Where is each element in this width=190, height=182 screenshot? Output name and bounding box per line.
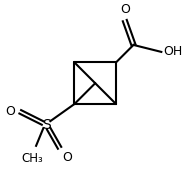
- Text: O: O: [62, 151, 72, 164]
- Text: OH: OH: [163, 45, 182, 58]
- Text: O: O: [120, 3, 130, 16]
- Text: CH₃: CH₃: [22, 152, 44, 165]
- Text: S: S: [42, 118, 51, 132]
- Text: O: O: [5, 104, 15, 118]
